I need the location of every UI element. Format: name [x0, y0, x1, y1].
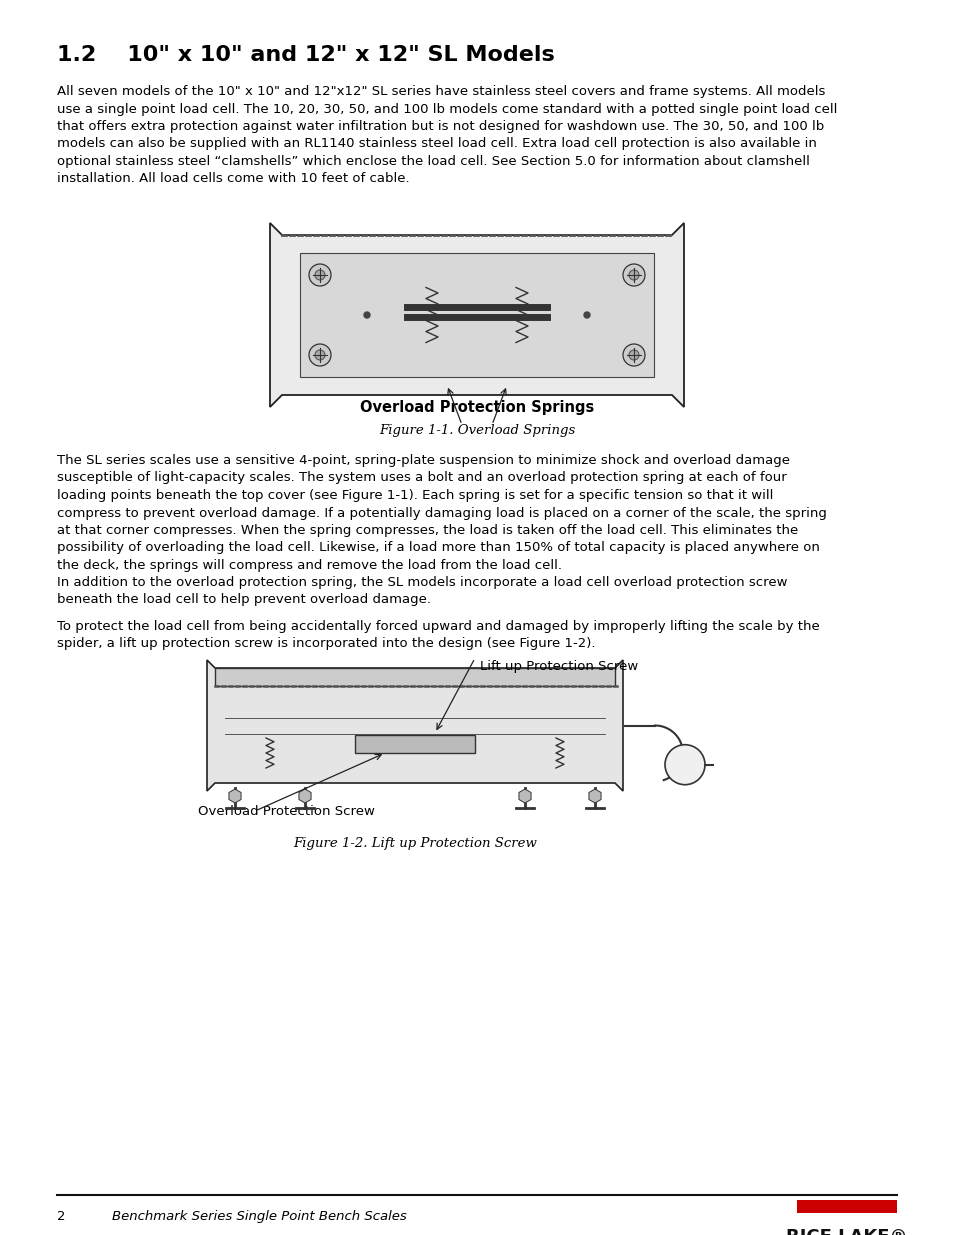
Circle shape [628, 270, 639, 280]
Circle shape [583, 312, 589, 317]
Circle shape [364, 312, 370, 317]
Circle shape [664, 745, 704, 784]
Text: In addition to the overload protection spring, the SL models incorporate a load : In addition to the overload protection s… [57, 576, 786, 606]
Circle shape [622, 264, 644, 287]
Text: All seven models of the 10" x 10" and 12"x12" SL series have stainless steel cov: All seven models of the 10" x 10" and 12… [57, 85, 837, 185]
Circle shape [314, 350, 325, 359]
Circle shape [628, 350, 639, 359]
Text: Benchmark Series Single Point Bench Scales: Benchmark Series Single Point Bench Scal… [112, 1210, 406, 1223]
Text: Overload Protection Screw: Overload Protection Screw [198, 805, 375, 818]
Circle shape [314, 270, 325, 280]
Bar [299, 253, 654, 377]
Circle shape [622, 345, 644, 366]
Circle shape [309, 345, 331, 366]
Text: Figure 1-1. Overload Springs: Figure 1-1. Overload Springs [378, 424, 575, 437]
Bar [796, 1200, 896, 1213]
Bar [355, 735, 475, 753]
Text: 1.2    10" x 10" and 12" x 12" SL Models: 1.2 10" x 10" and 12" x 12" SL Models [57, 44, 554, 65]
Text: To protect the load cell from being accidentally forced upward and damaged by im: To protect the load cell from being acci… [57, 620, 819, 651]
Polygon shape [270, 224, 683, 408]
Polygon shape [207, 659, 622, 790]
Text: Lift up Protection Screw: Lift up Protection Screw [479, 659, 638, 673]
Text: RICE LAKE®: RICE LAKE® [785, 1228, 907, 1235]
Text: 2: 2 [57, 1210, 66, 1223]
Text: Figure 1-2. Lift up Protection Screw: Figure 1-2. Lift up Protection Screw [293, 837, 537, 850]
Bar [214, 668, 615, 685]
Circle shape [309, 264, 331, 287]
Text: Overload Protection Springs: Overload Protection Springs [359, 400, 594, 415]
Text: The SL series scales use a sensitive 4-point, spring-plate suspension to minimiz: The SL series scales use a sensitive 4-p… [57, 454, 826, 572]
